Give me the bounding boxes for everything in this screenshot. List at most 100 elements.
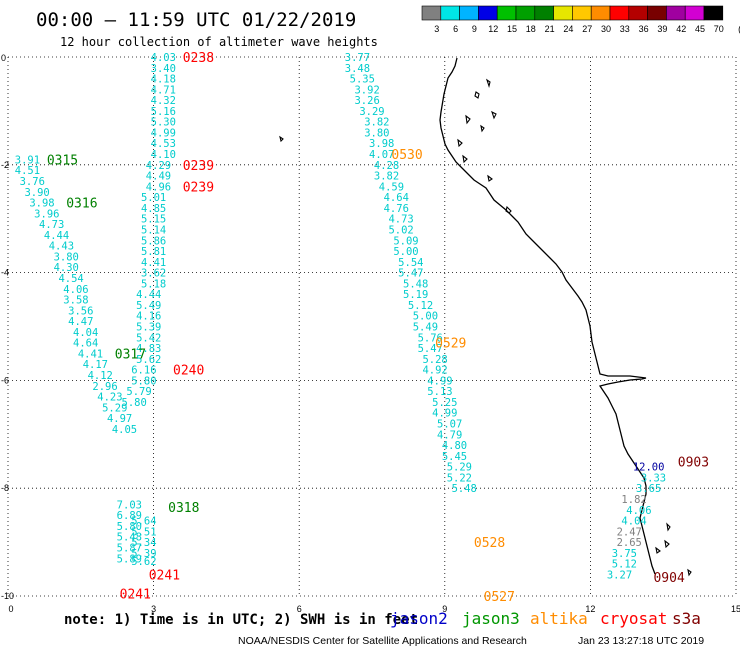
swh-value-label: 3.76: [20, 176, 45, 188]
swh-value-label: 3.48: [345, 63, 370, 75]
swh-value-label: 3.26: [354, 95, 379, 107]
colorbar-swatch: [553, 5, 573, 21]
swh-value-label: 4.59: [379, 181, 404, 193]
track-time-label: 0904: [653, 571, 684, 586]
swh-value-label: 4.29: [146, 160, 171, 172]
swh-value-label: 4.79: [437, 429, 462, 441]
swh-value-label: 5.25: [432, 397, 457, 409]
swh-value-label: 3.27: [607, 569, 632, 581]
swh-value-label: 5.48: [117, 532, 142, 544]
swh-value-label: 3.80: [54, 251, 79, 263]
swh-value-label: 5.16: [151, 106, 176, 118]
track-time-label: 0239: [183, 159, 214, 174]
colorbar-tick-label: 24: [563, 24, 573, 34]
swh-value-label: 4.99: [427, 375, 452, 387]
swh-value-label: 4.32: [151, 95, 176, 107]
swh-value-label: 5.87: [117, 542, 142, 554]
track-time-label: 0240: [173, 364, 204, 379]
legend-entry-jason2: jason2: [390, 609, 448, 628]
swh-value-label: 3.90: [24, 187, 49, 199]
swh-value-label: 5.14: [141, 224, 166, 236]
swh-value-label: 4.47: [68, 316, 93, 328]
swh-value-label: 5.15: [141, 214, 166, 226]
swh-value-label: 4.10: [151, 149, 176, 161]
swh-value-label: 3.29: [359, 106, 384, 118]
swh-value-label: 3.98: [29, 198, 54, 210]
coastline-islands: [279, 78, 692, 577]
coastline-path: [439, 57, 656, 575]
swh-value-label: 5.47: [418, 343, 443, 355]
swh-value-label: 3.82: [374, 171, 399, 183]
x-tick-label: 12: [585, 604, 595, 614]
swh-value-label: 4.44: [136, 289, 161, 301]
swh-value-label: 1.82: [621, 494, 646, 506]
swh-value-label: 3.62: [141, 268, 166, 280]
swh-value-label: 5.49: [413, 322, 438, 334]
swh-value-label: 3.75: [612, 548, 637, 560]
colorbar-tick-label: 18: [526, 24, 536, 34]
track-time-label: 0530: [391, 148, 422, 163]
colorbar-swatch: [572, 5, 592, 21]
swh-value-label: 5.29: [447, 462, 472, 474]
swh-value-label: 7.03: [117, 499, 142, 511]
swh-value-label: 3.98: [369, 138, 394, 150]
swh-value-label: 4.16: [136, 311, 161, 323]
swh-value-label: 5.07: [437, 419, 462, 431]
swh-value-label: 5.02: [388, 224, 413, 236]
colorbar-tick-label: 30: [601, 24, 611, 34]
swh-value-label: 5.80: [117, 521, 142, 533]
swh-value-label: 4.41: [141, 257, 166, 269]
swh-value-label: 5.12: [408, 300, 433, 312]
swh-value-label: 4.12: [88, 370, 113, 382]
colorbar-tick-label: 42: [676, 24, 686, 34]
track-time-label: 0238: [183, 51, 214, 66]
swh-value-label: 3.96: [34, 208, 59, 220]
swh-value-label: 5.49: [136, 300, 161, 312]
swh-value-label: 5.54: [398, 257, 423, 269]
x-tick-label: 0: [8, 604, 13, 614]
swh-value-label: 6.89: [117, 510, 142, 522]
swh-value-label: 3.80: [364, 127, 389, 139]
swh-value-label: 5.01: [141, 192, 166, 204]
swh-value-label: 5.80: [131, 375, 156, 387]
swh-value-label: 5.51: [131, 526, 156, 538]
swh-value-label: 4.44: [44, 230, 69, 242]
track-time-label: 0528: [474, 536, 505, 551]
swh-value-label: 5.62: [131, 556, 156, 568]
colorbar-tick-label: (ft): [738, 24, 740, 34]
swh-value-label: 4.96: [146, 181, 171, 193]
colorbar-swatch: [459, 5, 479, 21]
x-tick-label: 9: [442, 604, 447, 614]
swh-value-label: 4.71: [151, 84, 176, 96]
track-time-labels: 0238 0239 0239 0240 0241 0241 0315 0316 0317 0318…: [47, 51, 709, 605]
legend-entry-cryosat: cryosat: [600, 609, 667, 628]
colorbar-tick-label: 15: [507, 24, 517, 34]
swh-value-label: 5.79: [126, 386, 151, 398]
y-tick-label: -6: [1, 375, 9, 385]
colorbar-swatch: [666, 5, 686, 21]
swh-value-label: 4.07: [369, 149, 394, 161]
track-time-label: 0527: [484, 590, 515, 605]
swh-value-label: 2.96: [92, 381, 117, 393]
colorbar-tick-label: 27: [582, 24, 592, 34]
colorbar-tick-label: 39: [657, 24, 667, 34]
swh-value-label: 4.51: [15, 165, 40, 177]
swh-value-label: 5.89: [117, 553, 142, 565]
swh-value-label: 4.85: [141, 203, 166, 215]
colorbar-tick-label: 70: [714, 24, 724, 34]
swh-value-label: 6.16: [131, 365, 156, 377]
colorbar-swatch: [684, 5, 705, 21]
track-time-label: 0241: [149, 568, 180, 583]
swh-value-label: 2.47: [617, 526, 642, 538]
swh-value-label: 3.77: [345, 52, 370, 64]
swh-value-label: 5.19: [403, 289, 428, 301]
x-tick-label: 6: [297, 604, 302, 614]
swh-value-label: 3.56: [68, 305, 93, 317]
colorbar-tick-label: 9: [472, 24, 477, 34]
swh-value-label: 5.34: [131, 537, 156, 549]
swh-value-label: 4.53: [151, 138, 176, 150]
swh-value-label: 3.65: [636, 483, 661, 495]
swh-value-label: 5.42: [136, 332, 161, 344]
